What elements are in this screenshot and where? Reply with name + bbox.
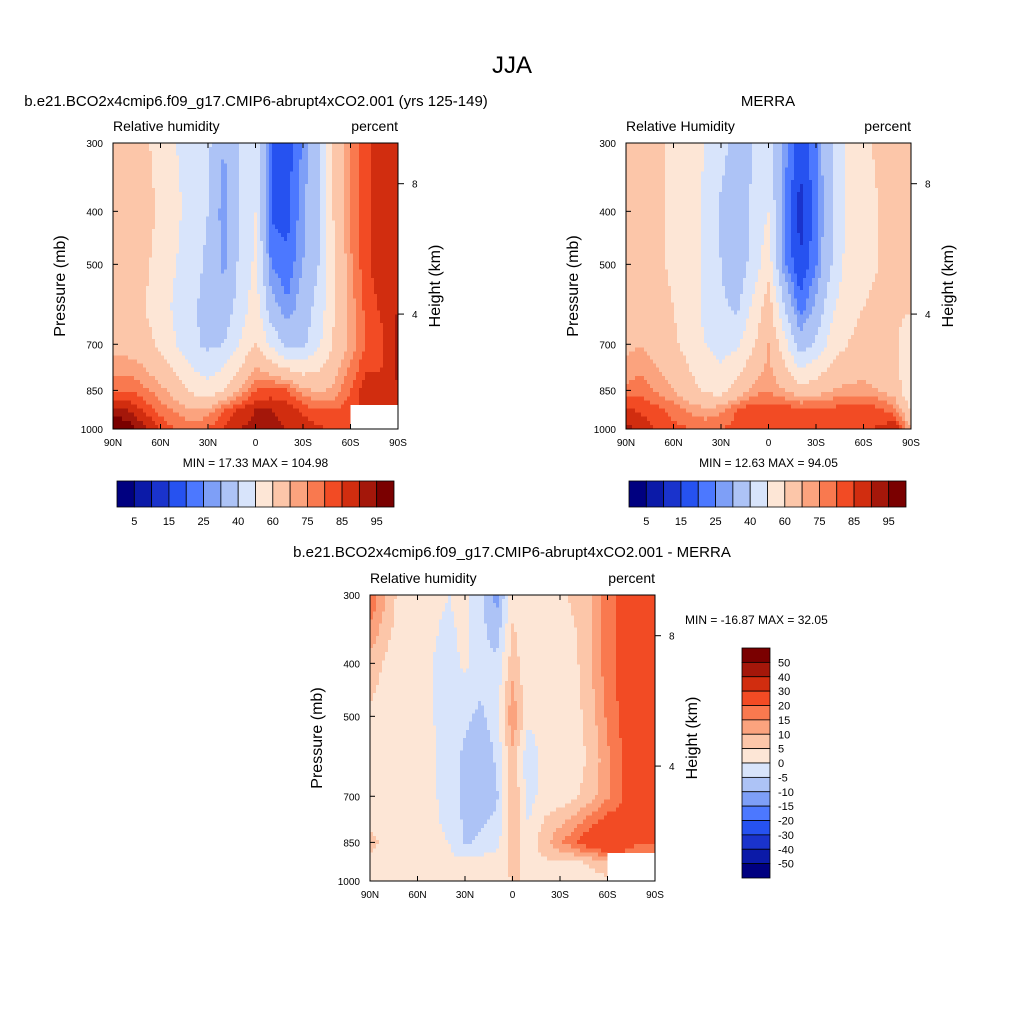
chart-panel-1: b.e21.BCO2x4cmip6.f09_g17.CMIP6-abrupt4x… — [24, 93, 488, 528]
panel-title: b.e21.BCO2x4cmip6.f09_g17.CMIP6-abrupt4x… — [24, 93, 488, 110]
units-label: percent — [351, 118, 398, 134]
contour-field — [113, 143, 399, 430]
variable-label: Relative humidity — [113, 118, 220, 134]
figure-title: JJA — [492, 52, 532, 79]
panels: b.e21.BCO2x4cmip6.f09_g17.CMIP6-abrupt4x… — [24, 93, 957, 901]
